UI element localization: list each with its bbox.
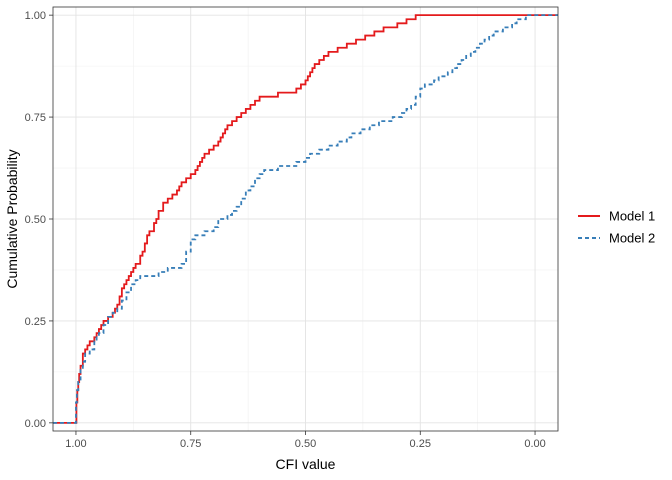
y-tick-label: 0.00 xyxy=(25,418,46,430)
legend-label-model-1: Model 1 xyxy=(609,209,655,224)
legend-label-model-2: Model 2 xyxy=(609,231,655,246)
x-tick-label: 0.25 xyxy=(410,438,431,450)
series-layer xyxy=(53,14,558,424)
series-line-model-2 xyxy=(53,14,558,424)
x-axis: 1.00 0.75 0.50 0.25 0.00 xyxy=(65,431,546,450)
x-tick-label: 1.00 xyxy=(65,438,86,450)
y-axis: 0.00 0.25 0.50 0.75 1.00 xyxy=(25,10,53,430)
legend: Model 1 Model 2 xyxy=(578,209,655,246)
y-tick-label: 0.25 xyxy=(25,316,46,328)
gridlines xyxy=(53,7,558,431)
x-axis-title: CFI value xyxy=(276,456,336,472)
y-tick-label: 1.00 xyxy=(25,10,46,22)
y-tick-label: 0.50 xyxy=(25,214,46,226)
x-tick-label: 0.00 xyxy=(524,438,545,450)
x-tick-label: 0.75 xyxy=(180,438,201,450)
x-tick-label: 0.50 xyxy=(295,438,316,450)
y-tick-label: 0.75 xyxy=(25,112,46,124)
y-axis-title: Cumulative Probability xyxy=(4,149,20,288)
